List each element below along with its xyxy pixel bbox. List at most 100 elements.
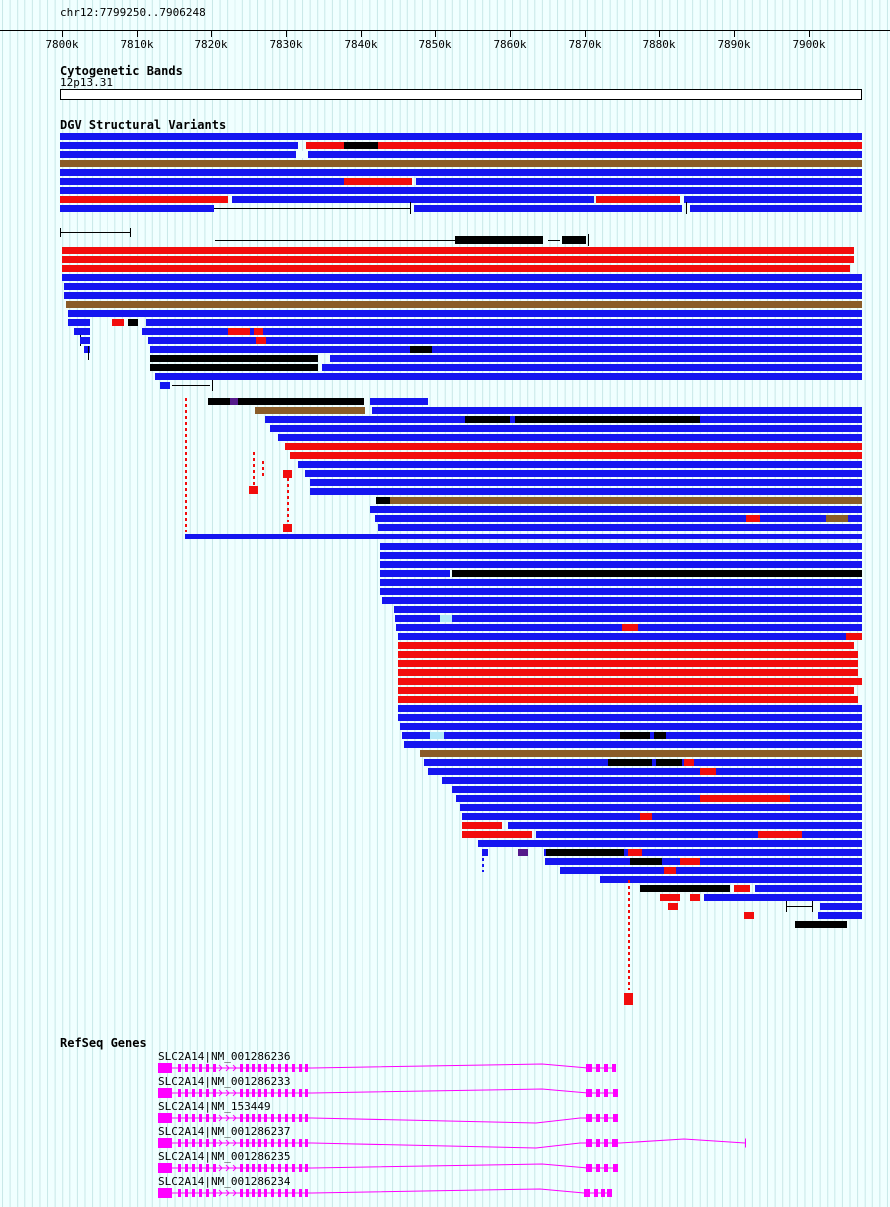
variant-bar[interactable]: [700, 768, 716, 775]
variant-bar[interactable]: [208, 398, 364, 405]
variant-bar[interactable]: [812, 901, 813, 912]
variant-breakpoint-dashed-line[interactable]: [185, 398, 187, 532]
variant-bar[interactable]: [465, 416, 510, 423]
variant-bar[interactable]: [755, 885, 862, 892]
variant-bar[interactable]: [622, 624, 638, 631]
variant-bar[interactable]: [278, 434, 862, 441]
variant-bar[interactable]: [214, 208, 410, 209]
variant-bar[interactable]: [826, 515, 848, 522]
variant-bar[interactable]: [62, 256, 854, 263]
variant-bar[interactable]: [546, 849, 624, 856]
variant-breakpoint-dashed-line[interactable]: [628, 880, 630, 990]
variant-breakpoint-dashed-line[interactable]: [253, 452, 255, 492]
variant-bar[interactable]: [428, 768, 862, 775]
variant-bar[interactable]: [548, 240, 560, 241]
variant-bar[interactable]: [382, 597, 862, 604]
variant-bar[interactable]: [795, 921, 847, 928]
variant-bar[interactable]: [372, 407, 862, 414]
variant-bar[interactable]: [452, 786, 862, 793]
variant-bar[interactable]: [330, 355, 862, 362]
variant-bar[interactable]: [656, 759, 682, 766]
variant-bar[interactable]: [60, 196, 228, 203]
variant-bar[interactable]: [215, 240, 460, 241]
variant-bar[interactable]: [404, 741, 862, 748]
variant-bar[interactable]: [306, 142, 862, 149]
variant-bar[interactable]: [746, 515, 760, 522]
variant-bar[interactable]: [440, 615, 452, 622]
variant-bar[interactable]: [60, 232, 130, 233]
gene-model[interactable]: [158, 1188, 612, 1198]
variant-bar[interactable]: [60, 169, 862, 176]
variant-bar[interactable]: [254, 328, 263, 335]
variant-breakpoint-dashed-line[interactable]: [262, 461, 264, 479]
variant-bar[interactable]: [416, 178, 862, 185]
variant-bar[interactable]: [148, 337, 862, 344]
variant-bar[interactable]: [430, 732, 444, 739]
variant-bar[interactable]: [185, 534, 862, 539]
gene-model[interactable]: [158, 1113, 618, 1124]
variant-bar[interactable]: [700, 795, 790, 802]
variant-bar[interactable]: [60, 151, 862, 158]
variant-bar[interactable]: [228, 328, 250, 335]
variant-bar[interactable]: [560, 867, 862, 874]
variant-bar[interactable]: [630, 858, 662, 865]
gene-model[interactable]: [158, 1088, 618, 1098]
variant-bar[interactable]: [452, 570, 862, 577]
variant-bar[interactable]: [305, 470, 862, 477]
gene-model[interactable]: [158, 1063, 616, 1073]
variant-bar[interactable]: [62, 247, 854, 254]
variant-bar[interactable]: [310, 488, 862, 495]
variant-bar[interactable]: [398, 669, 858, 676]
variant-bar[interactable]: [478, 840, 862, 847]
variant-bar[interactable]: [684, 759, 694, 766]
variant-bar[interactable]: [462, 813, 862, 820]
variant-bar[interactable]: [310, 479, 862, 486]
variant-bar[interactable]: [846, 633, 862, 640]
variant-bar[interactable]: [378, 524, 862, 531]
variant-bar[interactable]: [398, 678, 862, 685]
variant-bar[interactable]: [398, 651, 858, 658]
variant-bar[interactable]: [690, 894, 700, 901]
variant-bar[interactable]: [394, 606, 862, 613]
variant-bar[interactable]: [380, 561, 862, 568]
variant-bar[interactable]: [786, 901, 787, 912]
variant-bar[interactable]: [150, 355, 318, 362]
variant-bar[interactable]: [344, 178, 412, 185]
variant-bar[interactable]: [60, 205, 214, 212]
variant-bar[interactable]: [456, 795, 862, 802]
variant-bar[interactable]: [414, 205, 682, 212]
variant-bar[interactable]: [758, 831, 802, 838]
variant-bar[interactable]: [128, 319, 138, 326]
gene-model[interactable]: [158, 1138, 746, 1149]
variant-bar[interactable]: [66, 301, 862, 308]
variant-bar[interactable]: [212, 380, 213, 391]
variant-bar[interactable]: [296, 151, 308, 158]
variant-bar[interactable]: [130, 228, 131, 237]
variant-bar[interactable]: [398, 633, 862, 640]
variant-bar[interactable]: [150, 364, 318, 371]
variant-bar[interactable]: [155, 373, 862, 380]
variant-bar[interactable]: [398, 696, 858, 703]
variant-bar[interactable]: [146, 319, 862, 326]
variant-bar[interactable]: [640, 885, 730, 892]
variant-bar[interactable]: [256, 337, 266, 344]
variant-bar[interactable]: [74, 328, 90, 335]
variant-bar[interactable]: [232, 196, 594, 203]
variant-bar[interactable]: [515, 416, 700, 423]
variant-bar[interactable]: [820, 903, 862, 910]
variant-breakpoint-dashed-line[interactable]: [287, 478, 289, 522]
variant-bar[interactable]: [172, 385, 210, 386]
variant-bar[interactable]: [375, 515, 862, 522]
variant-bar[interactable]: [410, 202, 411, 214]
variant-bar[interactable]: [344, 142, 378, 149]
variant-bar[interactable]: [410, 346, 432, 353]
variant-bar[interactable]: [60, 187, 862, 194]
variant-bar[interactable]: [160, 382, 170, 389]
variant-bar[interactable]: [376, 497, 390, 504]
variant-bar[interactable]: [68, 319, 90, 326]
variant-bar[interactable]: [786, 906, 812, 907]
gene-model[interactable]: [158, 1163, 618, 1173]
variant-bar[interactable]: [80, 337, 90, 344]
variant-bar[interactable]: [684, 196, 862, 203]
variant-bar[interactable]: [150, 346, 862, 353]
